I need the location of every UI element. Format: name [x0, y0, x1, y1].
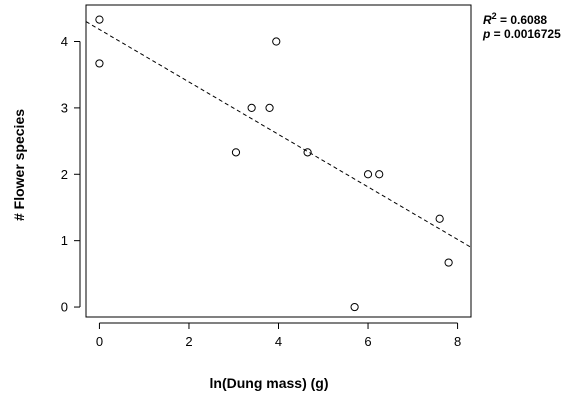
- y-tick-label-2: 2: [61, 167, 68, 182]
- data-point-2: [231, 148, 241, 157]
- y-tick-label-1: 1: [61, 233, 68, 248]
- x-tick-label-4: 4: [275, 334, 282, 349]
- trend-line: [85, 21, 472, 248]
- plot-frame: [85, 4, 472, 318]
- y-tick-label-4: 4: [61, 34, 68, 49]
- r2-label: R: [483, 13, 492, 27]
- data-point-8: [363, 170, 373, 179]
- data-point-6: [303, 148, 312, 157]
- y-tick-label-3: 3: [61, 100, 68, 115]
- data-point-0: [95, 15, 104, 24]
- x-tick-label-6: 6: [364, 334, 371, 349]
- x-tick-label-2: 2: [185, 334, 192, 349]
- points-layer: [95, 15, 453, 312]
- x-axis: 0 2 4 6 8: [96, 322, 461, 349]
- data-point-10: [435, 214, 444, 223]
- p-label: p: [482, 27, 490, 41]
- data-point-3: [247, 103, 256, 112]
- x-tick-label-0: 0: [96, 334, 103, 349]
- p-value-annotation: p = 0.0016725: [482, 27, 561, 41]
- r2-superscript: 2: [492, 11, 497, 21]
- x-axis-title: ln(Dung mass) (g): [210, 375, 329, 391]
- y-axis: 0 1 2 3 4: [61, 34, 81, 315]
- data-point-11: [444, 258, 453, 267]
- p-value: = 0.0016725: [490, 27, 561, 41]
- y-tick-label-0: 0: [61, 300, 68, 315]
- data-point-7: [350, 302, 359, 312]
- data-point-9: [375, 170, 384, 179]
- data-point-1: [95, 59, 104, 68]
- data-point-4: [265, 103, 274, 112]
- r-squared-annotation: R2 = 0.6088: [483, 11, 547, 27]
- x-tick-label-8: 8: [454, 334, 461, 349]
- r2-value: = 0.6088: [497, 13, 548, 27]
- y-axis-title: # Flower species: [11, 109, 27, 221]
- trend-layer: [85, 21, 472, 248]
- data-point-5: [272, 37, 281, 46]
